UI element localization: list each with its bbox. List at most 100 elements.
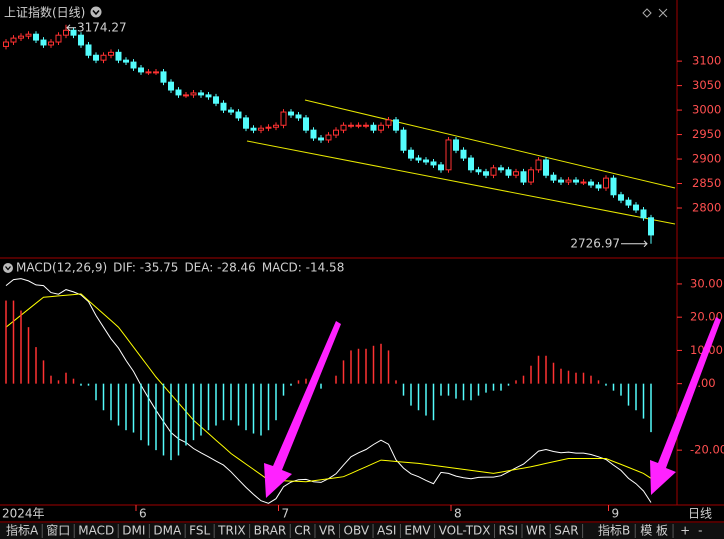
candle-body xyxy=(468,157,474,171)
candle-body xyxy=(543,159,549,176)
indicator-tab[interactable]: DMA xyxy=(153,524,182,538)
candle-body xyxy=(513,171,519,176)
x-tick-label: 9 xyxy=(612,507,620,521)
candle-body xyxy=(348,124,354,127)
candle-body xyxy=(610,177,617,196)
high-label: 3174.27 xyxy=(77,20,127,34)
candle-body xyxy=(625,199,632,206)
indicator-tab[interactable]: ASI xyxy=(377,524,396,538)
candle-body xyxy=(370,124,377,131)
candle-body xyxy=(10,37,17,43)
candle-body xyxy=(633,204,639,211)
candle-body xyxy=(288,111,294,116)
indicator-tab[interactable]: CR xyxy=(294,524,311,538)
candle-body xyxy=(558,179,564,183)
candle-body xyxy=(565,179,572,183)
candle-body xyxy=(573,179,579,183)
candle-body xyxy=(453,139,459,151)
y-tick-label: 2950 xyxy=(692,127,721,141)
candle-body xyxy=(520,171,527,183)
candle-body xyxy=(183,94,189,97)
candle-body xyxy=(55,34,62,43)
indicator-tab[interactable]: OBV xyxy=(344,524,370,538)
toolbar-button[interactable]: + xyxy=(680,524,690,538)
indicator-tab[interactable]: SAR xyxy=(554,524,578,538)
candle-body xyxy=(318,137,324,141)
candle-body xyxy=(333,129,339,136)
y-tick-label: 2800 xyxy=(692,201,721,215)
candle-body xyxy=(228,109,234,113)
indicator-tab[interactable]: EMV xyxy=(404,524,431,538)
candle-body xyxy=(93,54,99,61)
y-tick-label: 3050 xyxy=(692,78,721,92)
low-label: 2726.97 xyxy=(570,236,620,250)
indicator-tab[interactable]: RSI xyxy=(499,524,519,538)
indicator-tab[interactable]: 窗口 xyxy=(46,524,70,538)
candle-body xyxy=(70,29,77,36)
candle-body xyxy=(265,126,272,129)
candle-body xyxy=(153,71,159,74)
title-dropdown[interactable] xyxy=(90,6,102,18)
candle-body xyxy=(430,161,437,166)
candle-body xyxy=(145,71,152,74)
candle-body xyxy=(490,167,497,176)
period-label[interactable]: 日线 xyxy=(688,507,712,521)
indicator-tab[interactable]: MACD xyxy=(78,524,114,538)
toolbar-bg xyxy=(0,523,724,539)
candle-body xyxy=(213,96,219,104)
candle-body xyxy=(273,124,279,128)
arrow-annotation xyxy=(264,317,721,498)
template-tab[interactable]: 指标B xyxy=(598,523,630,538)
indicator-tab[interactable]: VOL-TDX xyxy=(439,524,491,538)
indicator-tab[interactable]: VR xyxy=(319,524,336,538)
candle-body xyxy=(550,174,557,181)
indicator-title: MACD(12,26,9) xyxy=(16,261,107,275)
candle-body xyxy=(295,114,302,119)
candle-body xyxy=(280,111,287,126)
candle-body xyxy=(25,33,32,37)
y-tick-label: 2850 xyxy=(692,176,721,190)
candle-body xyxy=(33,33,39,41)
candle-body xyxy=(445,139,452,171)
candle-body xyxy=(393,119,399,131)
y-tick-label: 2900 xyxy=(692,152,721,166)
candle-body xyxy=(130,61,137,69)
indicator-dropdown[interactable] xyxy=(3,263,13,273)
template-tab[interactable]: 模 板 xyxy=(640,524,668,538)
chart-title: 上证指数(日线) xyxy=(4,5,85,20)
indicator-tab[interactable]: WR xyxy=(526,524,546,538)
candle-body xyxy=(258,127,264,131)
candle-body xyxy=(385,119,392,126)
legend-entry: MACD: -14.58 xyxy=(262,261,345,275)
indicator-tab[interactable]: BRAR xyxy=(254,524,287,538)
indicator-tab[interactable]: TRIX xyxy=(217,524,245,538)
window-icons[interactable] xyxy=(642,8,668,18)
candle-body xyxy=(423,159,429,163)
toolbar-button[interactable]: - xyxy=(698,524,702,538)
candle-body xyxy=(198,92,204,96)
candle-body xyxy=(250,127,257,131)
indicator-tab[interactable]: FSL xyxy=(189,524,210,538)
candle-body xyxy=(40,39,47,46)
candle-body xyxy=(355,124,362,127)
candle-body xyxy=(235,111,242,119)
candle-body xyxy=(408,149,414,159)
candle-body xyxy=(303,117,309,131)
y-tick-label: 3100 xyxy=(692,54,721,68)
candle-body xyxy=(190,92,197,96)
indicator-tab[interactable]: 指标A xyxy=(6,523,39,538)
candle-body xyxy=(618,194,624,201)
candle-body xyxy=(595,184,602,189)
candle-body xyxy=(18,35,24,39)
candle-body xyxy=(363,124,369,127)
candle-body xyxy=(160,71,167,83)
annotation-arrow xyxy=(66,24,76,32)
indicator-tab[interactable]: DMI xyxy=(122,524,145,538)
x-tick-label: 8 xyxy=(454,507,462,521)
candle-body xyxy=(340,124,347,131)
candle-body xyxy=(535,159,542,171)
candle-body xyxy=(175,89,182,96)
candle-body xyxy=(115,51,122,61)
